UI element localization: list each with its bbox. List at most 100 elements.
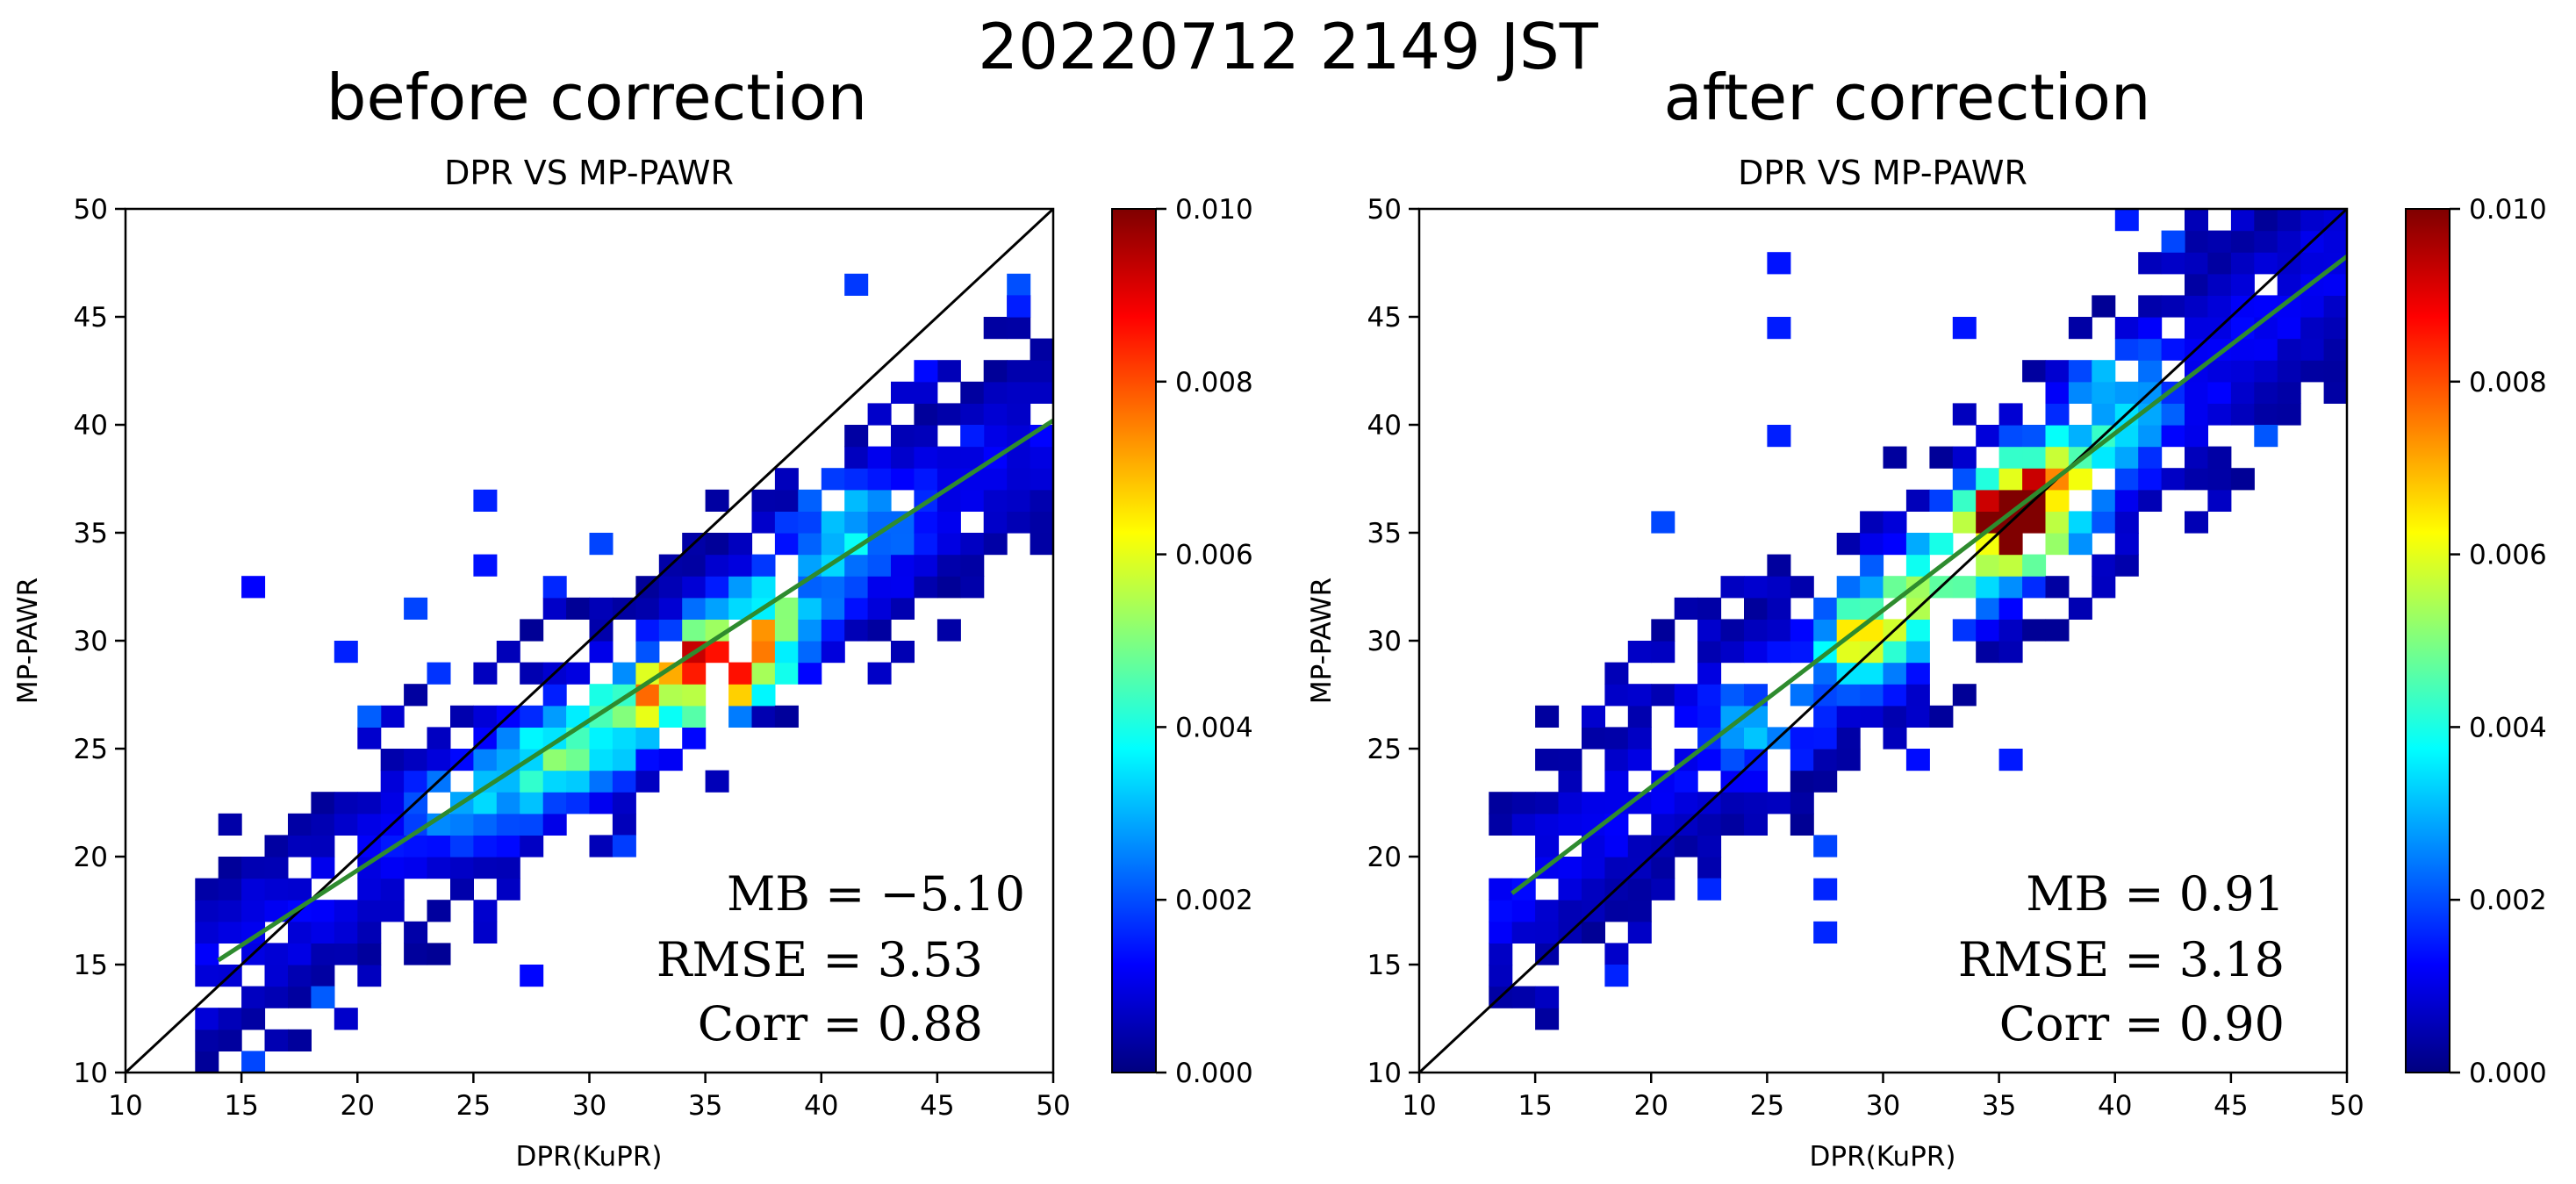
heatmap-cell — [1767, 425, 1791, 448]
heatmap-cell — [1697, 835, 1722, 858]
heatmap-cell — [914, 533, 938, 556]
heatmap-cell — [1998, 446, 2023, 469]
heatmap-cell — [2300, 317, 2325, 340]
heatmap-cell — [2230, 403, 2255, 426]
heatmap-cell — [496, 727, 520, 750]
y-tick-label: 35 — [74, 518, 108, 549]
colorbar-tick-label: 0.002 — [1175, 885, 1253, 916]
heatmap-cell — [1860, 533, 1884, 556]
heatmap-cell — [1582, 792, 1605, 814]
heatmap-cell — [891, 554, 915, 577]
heatmap-cell — [2277, 381, 2301, 404]
heatmap-cell — [1998, 619, 2023, 642]
heatmap-cell — [334, 900, 358, 922]
heatmap-cell — [844, 468, 869, 491]
heatmap-cell — [1952, 317, 1977, 340]
heatmap-cell — [774, 705, 799, 728]
heatmap-cell — [2022, 511, 2047, 534]
heatmap-cell — [1813, 770, 1838, 793]
heatmap-cell — [264, 965, 289, 987]
heatmap-cell — [1535, 705, 1560, 728]
heatmap-cell — [496, 813, 520, 836]
y-tick-label: 30 — [74, 626, 108, 657]
heatmap-cell — [1558, 749, 1582, 771]
heatmap-cell — [2022, 576, 2047, 599]
heatmap-cell — [1030, 489, 1053, 512]
heatmap-cell — [682, 576, 707, 599]
heatmap-cell — [936, 533, 961, 556]
heatmap-cell — [1813, 662, 1838, 685]
heatmap-cell — [520, 770, 544, 793]
heatmap-cell — [1604, 943, 1629, 965]
heatmap-cell — [2254, 230, 2278, 253]
heatmap-cell — [380, 770, 405, 793]
heatmap-cell — [751, 619, 776, 642]
heatmap-cell — [1697, 878, 1722, 901]
heatmap-cell — [218, 900, 242, 922]
heatmap-cell — [612, 792, 636, 814]
heatmap-cell — [798, 641, 822, 664]
heatmap-cell — [1883, 727, 1907, 750]
y-tick-label: 45 — [1367, 302, 1402, 334]
heatmap-cell — [288, 1029, 312, 1051]
heatmap-cell — [380, 749, 405, 771]
heatmap-cell — [1952, 489, 1977, 512]
heatmap-cell — [1674, 835, 1698, 858]
heatmap-cell — [1489, 921, 1513, 944]
heatmap-cell — [2230, 360, 2255, 383]
heatmap-cell — [1007, 273, 1031, 296]
heatmap-cell — [2114, 338, 2139, 361]
heatmap-cell — [1651, 641, 1675, 664]
y-tick-label: 15 — [1367, 950, 1402, 981]
heatmap-cell — [1905, 533, 1930, 556]
heatmap-cell — [1790, 641, 1814, 664]
y-tick-label: 35 — [1367, 518, 1402, 549]
heatmap-cell — [195, 921, 219, 944]
x-tick-label: 40 — [804, 1090, 838, 1122]
heatmap-cell — [960, 576, 985, 599]
x-tick-label: 15 — [224, 1090, 258, 1122]
x-tick-label: 25 — [1750, 1090, 1784, 1122]
heatmap-cell — [1030, 511, 1053, 534]
heatmap-cell — [218, 921, 242, 944]
heatmap-cell — [1511, 900, 1536, 922]
heatmap-cell — [357, 965, 382, 987]
heatmap-cell — [960, 425, 985, 448]
heatmap-cell — [1905, 705, 1930, 728]
heatmap-cell — [914, 446, 938, 469]
heatmap-cell — [914, 511, 938, 534]
heatmap-cell — [2230, 381, 2255, 404]
heatmap-cell — [2323, 273, 2347, 296]
heatmap-cell — [473, 835, 498, 858]
colorbar-tick-label: 0.004 — [2469, 712, 2547, 743]
heatmap-cell — [1558, 900, 1582, 922]
heatmap-cell — [2161, 468, 2185, 491]
heatmap-cell — [2230, 252, 2255, 275]
heatmap-cell — [914, 403, 938, 426]
heatmap-cell — [2068, 511, 2092, 534]
heatmap-cell — [520, 813, 544, 836]
colorbar-tick-label: 0.002 — [2469, 885, 2547, 916]
heatmap-cell — [2254, 425, 2278, 448]
heatmap-cell — [751, 705, 776, 728]
heatmap-cell — [751, 511, 776, 534]
heatmap-cell — [195, 1008, 219, 1030]
heatmap-cell — [2045, 425, 2070, 448]
heatmap-cell — [473, 554, 498, 577]
heatmap-cell — [983, 489, 1008, 512]
heatmap-cell — [1813, 705, 1838, 728]
heatmap-cell — [1860, 619, 1884, 642]
heatmap-cell — [1558, 770, 1582, 793]
heatmap-cell — [914, 554, 938, 577]
heatmap-cell — [1007, 381, 1031, 404]
heatmap-cell — [2323, 338, 2347, 361]
heatmap-cell — [1976, 576, 2000, 599]
heatmap-cell — [705, 597, 729, 620]
heatmap-cell — [311, 965, 335, 987]
heatmap-cell — [936, 619, 961, 642]
heatmap-cell — [589, 727, 614, 750]
fit-line — [217, 418, 1053, 963]
heatmap-cell — [2323, 317, 2347, 340]
heatmap-cell — [983, 511, 1008, 534]
heatmap-cell — [867, 446, 892, 469]
